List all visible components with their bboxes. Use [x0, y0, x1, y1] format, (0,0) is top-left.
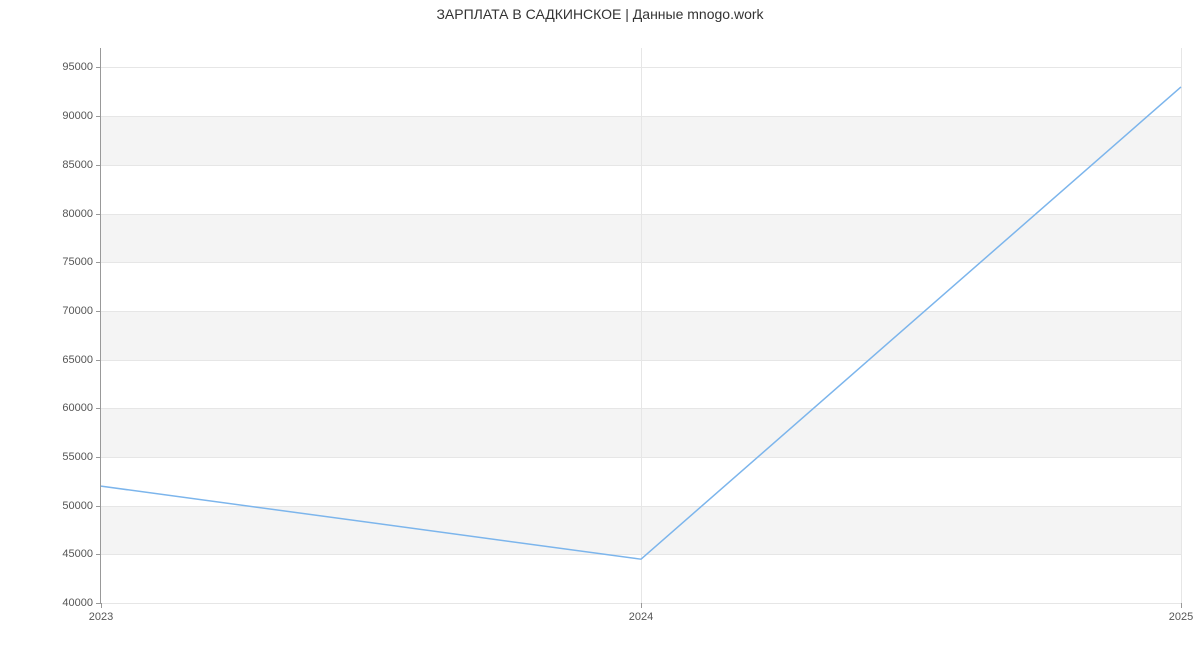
x-tick-label: 2024: [629, 611, 653, 623]
x-tick-mark: [1181, 603, 1182, 608]
plot-area: 4000045000500005500060000650007000075000…: [100, 48, 1181, 604]
x-tick-label: 2023: [89, 611, 113, 623]
x-tick-label: 2025: [1169, 611, 1193, 623]
x-tick-mark: [641, 603, 642, 608]
y-tick-label: 50000: [62, 500, 93, 512]
y-tick-label: 80000: [62, 208, 93, 220]
y-tick-label: 70000: [62, 305, 93, 317]
y-tick-label: 65000: [62, 354, 93, 366]
chart-title: ЗАРПЛАТА В САДКИНСКОЕ | Данные mnogo.wor…: [0, 6, 1200, 22]
y-tick-label: 75000: [62, 256, 93, 268]
y-tick-label: 40000: [62, 597, 93, 609]
y-tick-label: 90000: [62, 110, 93, 122]
line-series: [101, 48, 1181, 603]
y-tick-label: 60000: [62, 402, 93, 414]
salary-chart: ЗАРПЛАТА В САДКИНСКОЕ | Данные mnogo.wor…: [0, 0, 1200, 650]
x-gridline: [1181, 48, 1182, 603]
x-tick-mark: [101, 603, 102, 608]
y-tick-label: 95000: [62, 61, 93, 73]
y-tick-label: 85000: [62, 159, 93, 171]
y-tick-label: 45000: [62, 548, 93, 560]
y-tick-label: 55000: [62, 451, 93, 463]
